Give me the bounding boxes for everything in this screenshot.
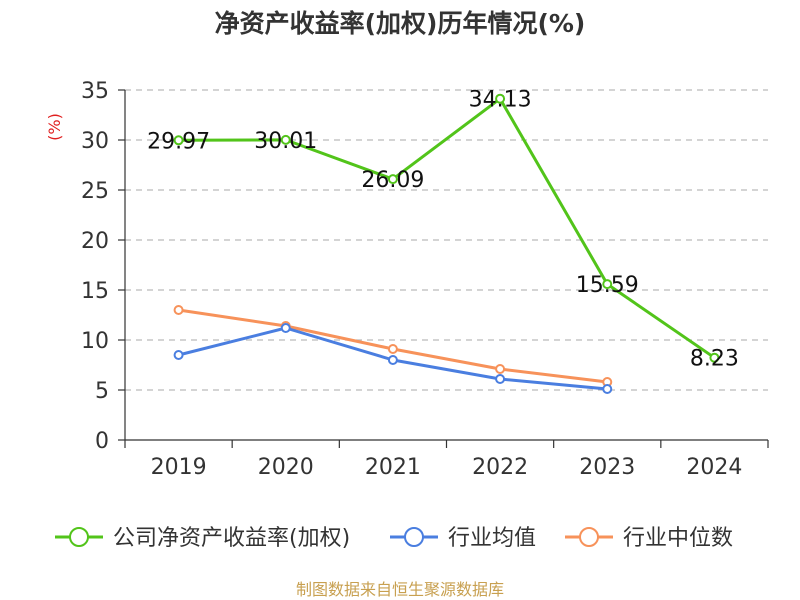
series-0-point [280,134,291,145]
legend-label: 行业均值 [448,526,536,551]
x-tick-label: 2022 [472,455,528,480]
series-0-point [602,279,613,290]
x-tick-label: 2019 [151,455,207,480]
x-tick-label: 2024 [686,455,742,480]
x-tick-label: 2020 [258,455,314,480]
series-2-point [387,344,398,354]
series-1-point [602,384,613,394]
legend-swatch-marker [579,527,599,547]
data-label: 30.01 [254,129,317,154]
source-note: 制图数据来自恒生聚源数据库 [296,580,504,599]
y-tick-label: 15 [81,279,109,304]
series-1-point [173,350,184,360]
data-label: 26.09 [361,168,424,193]
series-1-point [387,355,398,365]
data-label: 34.13 [469,88,532,113]
x-tick-label: 2023 [579,455,635,480]
series-2-point [173,305,184,315]
y-tick-label: 20 [81,229,109,254]
series-0-point [709,352,720,363]
data-label: 8.23 [690,347,739,372]
y-tick-label: 35 [81,79,109,104]
axes: 0 5 10 15 20 25 30 35 2019 2020 2021 2022 2023 2024 [81,79,769,480]
legend-label: 公司净资产收益率(加权) [113,526,350,551]
series-1-point [495,374,506,384]
series-2-point [495,364,506,374]
series-group: 29.97 30.01 26.09 34.13 15.59 8.23 [147,88,739,394]
series-1-point [280,323,291,333]
series-0-point [495,93,506,104]
y-tick-label: 10 [81,329,109,354]
y-axis-label: (%) [45,113,64,141]
data-label: 29.97 [147,129,210,154]
series-0-point [173,135,184,146]
y-tick-label: 5 [95,379,109,404]
legend-label: 行业中位数 [623,526,733,551]
x-tick-label: 2021 [365,455,421,480]
y-tick-label: 0 [95,429,109,454]
y-tick-label: 30 [81,129,109,154]
legend-swatch-marker [404,527,424,547]
legend: 公司净资产收益率(加权) 行业均值 行业中位数 [55,526,733,551]
chart-title: 净资产收益率(加权)历年情况(%) [215,9,586,38]
y-tick-label: 25 [81,179,109,204]
series-0-point [387,174,398,185]
legend-swatch-marker [69,527,89,547]
series-0-line [178,97,716,359]
data-label: 15.59 [576,273,639,298]
